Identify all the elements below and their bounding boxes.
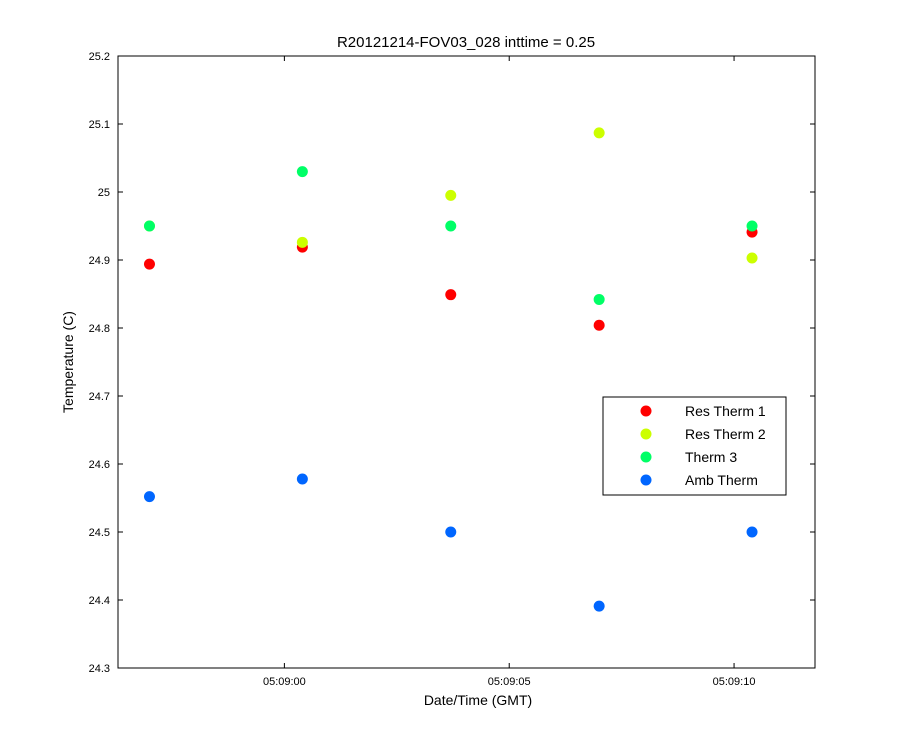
data-point-res-therm-2	[593, 127, 605, 139]
y-tick-label: 24.4	[89, 595, 110, 607]
data-point-res-therm-2	[746, 252, 758, 264]
data-point-therm-3	[296, 166, 308, 178]
legend-marker-amb-therm	[640, 474, 652, 486]
data-point-therm-3	[445, 220, 457, 232]
data-point-amb-therm	[143, 491, 155, 503]
y-tick-label: 24.6	[89, 459, 110, 471]
plot-area	[117, 55, 816, 669]
data-point-amb-therm	[296, 473, 308, 485]
legend-box	[602, 396, 787, 496]
data-point-res-therm-1	[593, 319, 605, 331]
x-tick-label: 05:09:00	[263, 676, 306, 688]
y-tick-label: 25	[98, 187, 110, 199]
y-tick-label: 24.8	[89, 323, 110, 335]
data-point-therm-3	[746, 220, 758, 232]
legend-label-amb-therm: Amb Therm	[685, 472, 758, 488]
legend-marker-therm-3	[640, 451, 652, 463]
y-tick-label: 24.3	[89, 663, 110, 675]
data-point-therm-3	[143, 220, 155, 232]
y-tick-label: 24.7	[89, 391, 110, 403]
data-point-res-therm-2	[445, 189, 457, 201]
data-points	[143, 127, 758, 612]
data-point-amb-therm	[445, 526, 457, 538]
x-tick-label: 05:09:10	[713, 676, 756, 688]
legend-label-res-therm-2: Res Therm 2	[685, 426, 766, 442]
data-point-res-therm-2	[296, 236, 308, 248]
x-axis-label: Date/Time (GMT)	[424, 692, 532, 708]
data-point-amb-therm	[746, 526, 758, 538]
x-axis-ticks: 05:09:00 05:09:05 05:09:10	[263, 56, 756, 688]
legend-label-res-therm-1: Res Therm 1	[685, 403, 766, 419]
legend-marker-res-therm-2	[640, 428, 652, 440]
y-axis-ticks: 24.3 24.4 24.5 24.6 24.7 24.8 24.9 25 25.1 25.2	[89, 51, 815, 675]
data-point-amb-therm	[593, 600, 605, 612]
data-point-res-therm-1	[445, 289, 457, 301]
legend-marker-res-therm-1	[640, 405, 652, 417]
legend: Res Therm 1 Res Therm 2 Therm 3 Amb Ther…	[602, 396, 787, 496]
y-axis-label: Temperature (C)	[60, 311, 76, 413]
legend-label-therm-3: Therm 3	[685, 449, 737, 465]
chart-title: R20121214-FOV03_028 inttime = 0.25	[337, 34, 595, 51]
data-point-therm-3	[593, 293, 605, 305]
data-point-res-therm-1	[143, 258, 155, 270]
x-tick-label: 05:09:05	[488, 676, 531, 688]
y-tick-label: 25.2	[89, 51, 110, 63]
y-tick-label: 24.9	[89, 255, 110, 267]
y-tick-label: 24.5	[89, 527, 110, 539]
y-tick-label: 25.1	[89, 119, 110, 131]
